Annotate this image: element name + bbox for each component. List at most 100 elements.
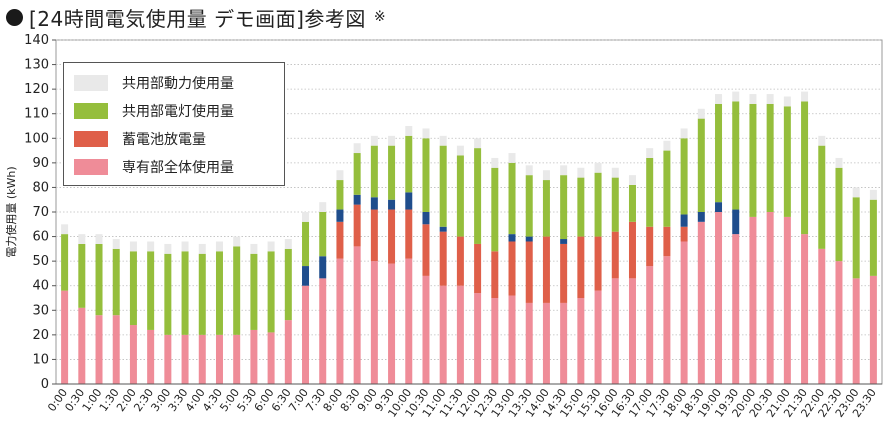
bar-segment	[439, 145, 447, 227]
bar-segment	[594, 162, 602, 173]
bar-segment	[181, 334, 189, 384]
bar-segment	[525, 241, 533, 303]
bar-segment	[388, 263, 396, 384]
y-tick-label: 20	[32, 328, 49, 343]
bar-segment	[491, 251, 499, 298]
bar-segment	[594, 172, 602, 237]
bar-segment	[525, 302, 533, 384]
bar-segment	[319, 202, 327, 212]
bar-segment	[198, 243, 206, 254]
bar-segment	[577, 298, 585, 384]
bar-segment	[198, 334, 206, 384]
y-tick-label: 50	[32, 254, 49, 269]
bar-segment	[233, 334, 241, 384]
title-text: [24時間電気使用量 デモ画面]参考図	[29, 6, 366, 31]
legend-swatch	[74, 131, 108, 147]
bar-segment	[164, 253, 172, 335]
bar-segment	[646, 266, 654, 384]
bar-segment	[818, 145, 826, 249]
bar-segment	[542, 236, 550, 303]
legend-item-common-light: 共用部電灯使用量	[74, 97, 274, 125]
bar-segment	[474, 148, 482, 244]
bar-segment	[61, 224, 69, 235]
bar-segment	[715, 103, 723, 203]
legend-label: 共用部動力使用量	[122, 76, 234, 92]
bar-segment	[508, 241, 516, 296]
y-tick-label: 40	[32, 279, 49, 294]
bar-segment	[388, 199, 396, 210]
bar-segment	[869, 199, 877, 276]
bar-segment	[370, 145, 378, 198]
bar-segment	[491, 157, 499, 168]
bar-segment	[284, 239, 292, 249]
bar-segment	[456, 285, 464, 384]
bar-segment	[715, 212, 723, 384]
bar-segment	[302, 212, 310, 222]
bar-segment	[422, 128, 430, 139]
bar-segment	[508, 162, 516, 235]
bar-segment	[525, 236, 533, 242]
bar-segment	[663, 226, 671, 257]
bar-segment	[439, 285, 447, 384]
bar-segment	[542, 302, 550, 384]
bar-segment	[508, 153, 516, 163]
bar-segment	[439, 226, 447, 232]
y-axis-label: 電力使用量 (kWh)	[5, 166, 18, 257]
bar-segment	[732, 209, 740, 235]
bar-segment	[302, 285, 310, 384]
bar-segment	[783, 96, 791, 107]
bar-segment	[353, 204, 361, 247]
legend-label: 共用部電灯使用量	[122, 104, 234, 120]
bar-segment	[801, 234, 809, 384]
bar-segment	[405, 135, 413, 193]
bar-segment	[835, 261, 843, 384]
bar-segment	[749, 103, 757, 217]
bar-segment	[732, 91, 740, 102]
bar-segment	[508, 234, 516, 242]
bar-segment	[715, 202, 723, 212]
bar-segment	[766, 103, 774, 212]
bar-segment	[336, 180, 344, 210]
bar-segment	[577, 236, 585, 298]
bar-segment	[749, 216, 757, 384]
bar-segment	[267, 332, 275, 384]
bar-segment	[95, 243, 103, 316]
bar-segment	[491, 298, 499, 384]
bar-segment	[663, 150, 671, 227]
bar-segment	[525, 175, 533, 237]
bar-segment	[646, 148, 654, 158]
bar-segment	[852, 278, 860, 384]
legend-item-exclusive-total: 専有部全体使用量	[74, 153, 274, 181]
bar-segment	[611, 231, 619, 279]
bar-segment	[353, 143, 361, 154]
bar-segment	[560, 239, 568, 244]
bar-segment	[302, 221, 310, 267]
bar-segment	[474, 138, 482, 149]
bar-segment	[577, 177, 585, 237]
bar-segment	[680, 214, 688, 227]
bar-segment	[319, 278, 327, 384]
bar-segment	[628, 175, 636, 185]
bar-segment	[439, 231, 447, 286]
bar-segment	[818, 248, 826, 384]
title-note: ※	[373, 9, 387, 25]
bar-segment	[129, 251, 137, 326]
bar-segment	[732, 234, 740, 384]
bar-segment	[353, 153, 361, 195]
y-tick-label: 0	[41, 377, 49, 392]
bar-segment	[267, 241, 275, 252]
bar-segment	[215, 241, 223, 252]
bar-segment	[370, 135, 378, 146]
bullet-icon	[6, 8, 23, 26]
bar-segment	[95, 315, 103, 384]
bar-segment	[697, 108, 705, 119]
bar-segment	[112, 239, 120, 249]
bar-segment	[129, 325, 137, 384]
bar-segment	[542, 170, 550, 181]
bar-segment	[474, 293, 482, 384]
bar-segment	[835, 167, 843, 262]
legend-item-common-power: 共用部動力使用量	[74, 69, 274, 97]
bar-segment	[147, 329, 155, 384]
bar-segment	[680, 226, 688, 242]
bar-segment	[542, 180, 550, 237]
